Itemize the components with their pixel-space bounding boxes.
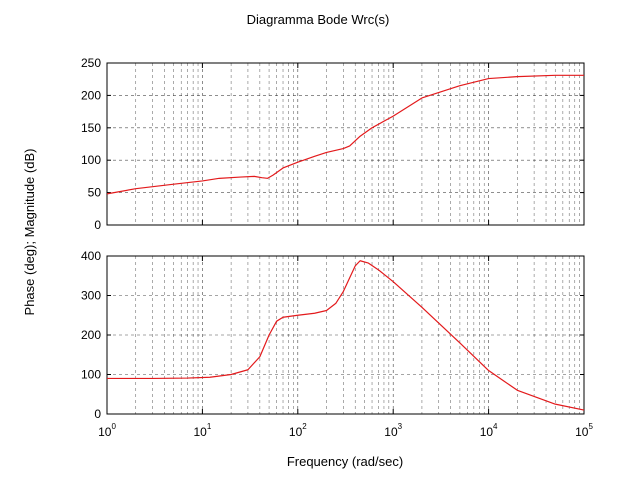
phase-ytick-label: 100 [81,368,101,382]
magnitude-ytick-label: 200 [81,88,101,102]
phase-ytick-label: 200 [81,328,101,342]
x-tick-label: 100 [98,422,116,439]
magnitude-ytick-label: 0 [94,218,101,232]
x-tick-label: 105 [575,422,593,439]
magnitude-ytick-label: 150 [81,121,101,135]
phase-series-line [107,260,585,411]
magnitude-panel: 0 50 100 150 200 250 [81,56,585,232]
x-tick-label: 101 [193,422,211,439]
magnitude-ytick-label: 250 [81,56,101,70]
x-tick-label: 104 [480,422,498,439]
magnitude-ytick-label: 100 [81,153,101,167]
x-tick-label: 102 [289,422,307,439]
chart-title: Diagramma Bode Wrc(s) [247,12,390,27]
phase-ytick-label: 0 [94,407,101,421]
x-tick-label: 103 [384,422,402,439]
magnitude-ytick-label: 50 [88,186,102,200]
phase-ytick-label: 300 [81,289,101,303]
magnitude-axes-frame [106,62,585,226]
magnitude-plot-area [107,63,584,225]
x-axis-label: Frequency (rad/sec) [287,454,403,469]
phase-plot-area [107,256,584,414]
y-axis-label: Phase (deg); Magnitude (dB) [22,149,37,316]
phase-ytick-label: 400 [81,249,101,263]
magnitude-series-line [106,74,584,195]
